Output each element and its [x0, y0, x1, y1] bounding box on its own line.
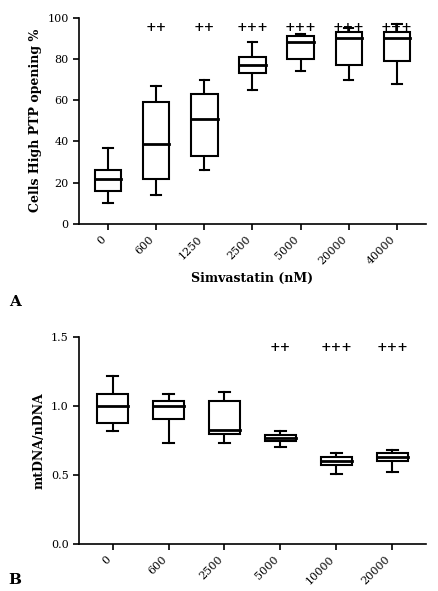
FancyBboxPatch shape: [335, 32, 361, 65]
Text: B: B: [9, 573, 22, 587]
FancyBboxPatch shape: [320, 457, 351, 465]
FancyBboxPatch shape: [97, 394, 127, 423]
FancyBboxPatch shape: [376, 453, 407, 461]
Text: A: A: [9, 296, 21, 310]
X-axis label: Simvastatin (nM): Simvastatin (nM): [191, 272, 313, 285]
FancyBboxPatch shape: [383, 32, 409, 61]
FancyBboxPatch shape: [191, 94, 217, 156]
Text: +++: +++: [380, 21, 412, 34]
FancyBboxPatch shape: [208, 401, 239, 434]
FancyBboxPatch shape: [239, 57, 265, 73]
FancyBboxPatch shape: [142, 102, 169, 178]
FancyBboxPatch shape: [287, 36, 313, 59]
Text: +++: +++: [320, 340, 351, 353]
Text: ++: ++: [193, 21, 214, 34]
Text: ++: ++: [269, 340, 290, 353]
FancyBboxPatch shape: [153, 401, 184, 418]
Text: +++: +++: [375, 340, 407, 353]
FancyBboxPatch shape: [95, 170, 121, 191]
Text: +++: +++: [284, 21, 316, 34]
FancyBboxPatch shape: [265, 435, 295, 440]
Text: ++: ++: [145, 21, 166, 34]
Text: +++: +++: [332, 21, 364, 34]
Y-axis label: Cells High PTP opening %: Cells High PTP opening %: [28, 29, 42, 213]
Y-axis label: mtDNA/nDNA: mtDNA/nDNA: [32, 392, 45, 489]
Text: +++: +++: [236, 21, 268, 34]
